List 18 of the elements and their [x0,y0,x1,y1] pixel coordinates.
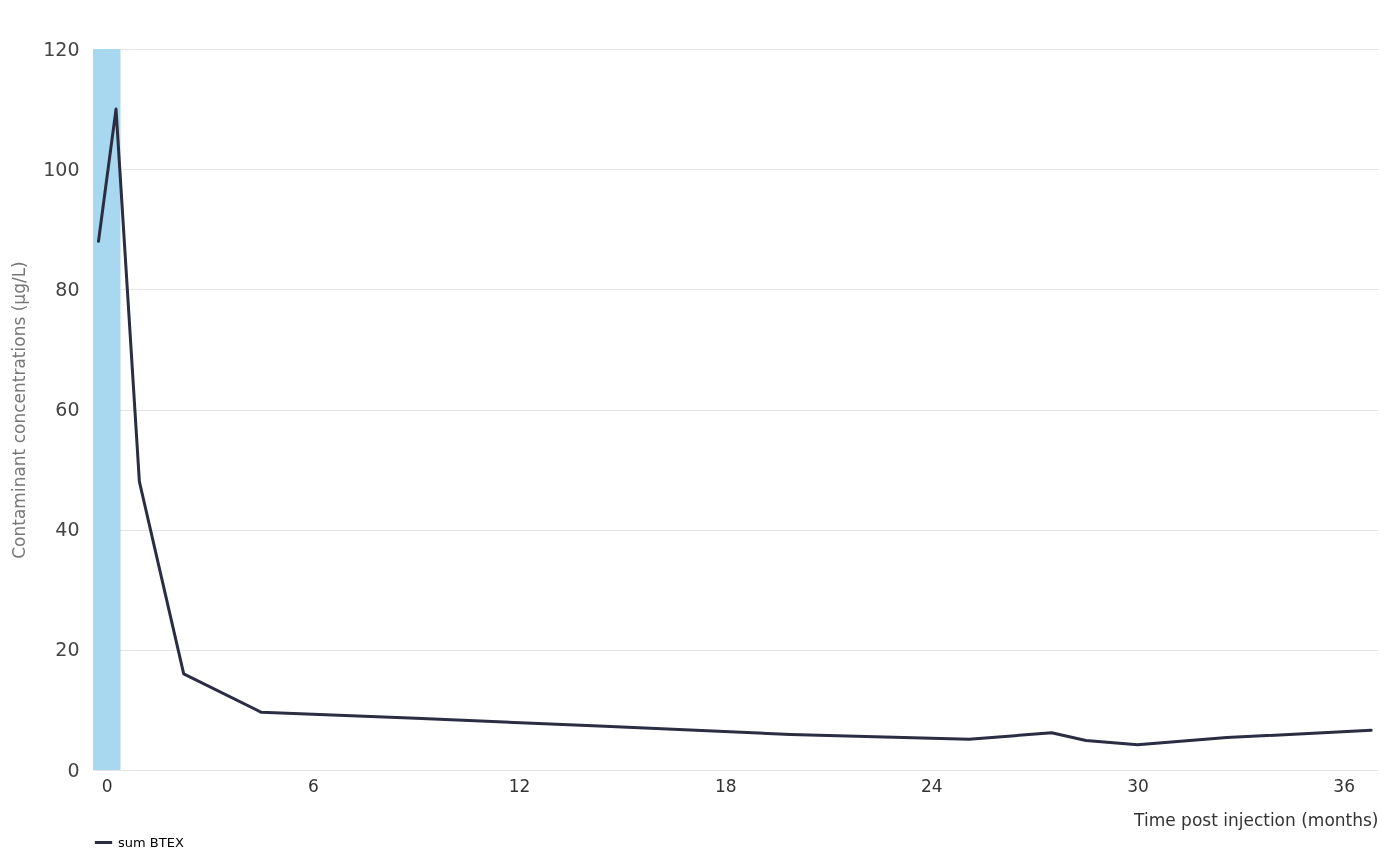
x-tick-label: 18 [714,775,737,796]
y-tick-label: 20 [55,638,80,661]
y-tick-label: 60 [55,398,80,420]
x-tick-label: 24 [921,775,943,796]
x-axis-title: Time post injection (months) [1133,809,1379,830]
x-tick-label: 6 [307,775,319,796]
x-tick-label: 36 [1333,775,1355,796]
line-series [97,107,1373,747]
legend-label: sum BTEX [118,834,184,850]
y-axis-title: Contaminant concentrations (µg/L) [9,261,30,559]
x-tick-label: 30 [1127,775,1149,796]
x-tick-label: 0 [101,775,113,796]
y-tick-label: 40 [55,518,80,541]
y-tick-label: 100 [43,157,80,180]
x-tick-label: 12 [508,775,531,796]
y-tick-label: 120 [43,37,80,60]
y-tick-label: 80 [55,277,80,300]
y-tick-label: 0 [67,758,80,781]
